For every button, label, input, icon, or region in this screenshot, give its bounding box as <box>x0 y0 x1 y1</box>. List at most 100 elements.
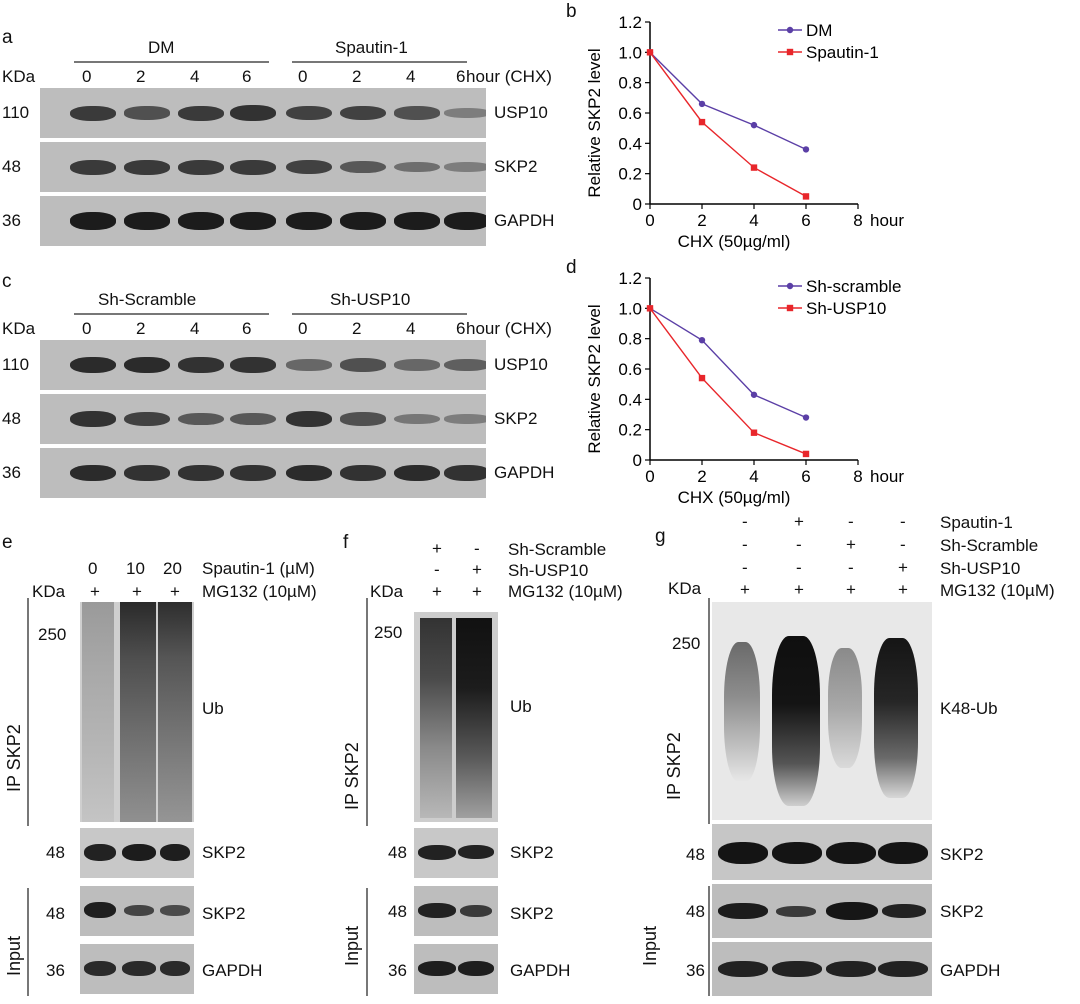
panel-letter: a <box>2 27 13 48</box>
bracket-line <box>708 886 710 996</box>
ub-blot <box>80 602 194 822</box>
sign: - <box>900 535 906 554</box>
ip-label: IP SKP2 <box>664 732 684 800</box>
mw-label: 48 <box>46 843 65 862</box>
lane-time-label: 2 <box>136 319 146 338</box>
lane-time-label: 0 <box>82 67 92 86</box>
protein-label: USP10 <box>494 103 548 122</box>
protein-label: SKP2 <box>494 157 538 176</box>
bracket-line <box>27 888 29 996</box>
bracket-line <box>27 598 29 826</box>
data-point <box>802 414 810 421</box>
data-point <box>646 49 654 56</box>
skp2-blot <box>40 142 486 192</box>
sign: - <box>742 558 748 577</box>
band <box>124 212 170 230</box>
x-tick-label: 8 <box>853 467 862 486</box>
protein-label: SKP2 <box>202 904 246 923</box>
ub-label: K48-Ub <box>940 699 998 718</box>
sign: - <box>796 558 802 577</box>
lane-time-label: 4 <box>406 319 416 338</box>
band <box>340 160 386 174</box>
y-tick-label: 1.2 <box>618 269 642 288</box>
sign: - <box>742 512 748 531</box>
mg-value: + <box>90 582 100 601</box>
protein-label: GAPDH <box>940 961 1001 980</box>
protein-label: SKP2 <box>510 843 554 862</box>
lane-time-label: 6 <box>242 319 252 338</box>
time-unit-label: hour (CHX) <box>466 319 552 338</box>
sign: - <box>796 535 802 554</box>
usp10-blot <box>40 340 486 390</box>
ip-label: IP SKP2 <box>4 724 24 792</box>
x-axis-label: CHX (50µg/ml) <box>678 232 791 251</box>
data-point <box>750 429 758 436</box>
protein-label: SKP2 <box>940 845 984 864</box>
band <box>340 105 386 121</box>
ub-blot <box>414 612 498 822</box>
band <box>230 105 276 121</box>
treat-value: 10 <box>126 559 145 578</box>
mg-value: + <box>740 580 750 599</box>
band <box>340 212 386 230</box>
mg-label: MG132 (10µM) <box>508 582 623 601</box>
mg-label: MG132 (10µM) <box>202 582 317 601</box>
sign: + <box>472 560 482 579</box>
panel-letter-b: b <box>566 1 577 22</box>
x-tick-label: 8 <box>853 211 862 230</box>
ub-label: Ub <box>202 699 224 718</box>
band <box>70 212 116 230</box>
band <box>124 465 170 481</box>
mw-label: 48 <box>2 157 21 176</box>
mw-label: 250 <box>672 634 701 653</box>
y-axis-label: Relative SKP2 level <box>585 48 604 197</box>
x-tick-label: 0 <box>645 467 654 486</box>
data-point <box>802 193 810 200</box>
ub-blot <box>712 602 932 820</box>
mw-label: 36 <box>686 961 705 980</box>
mg-value: + <box>170 582 180 601</box>
band <box>178 159 224 175</box>
kda-label: KDa <box>668 579 702 598</box>
protein-label: SKP2 <box>940 902 984 921</box>
data-point <box>646 305 654 312</box>
panel-letter: e <box>2 532 13 553</box>
protein-label: GAPDH <box>494 211 555 230</box>
panel-letter: f <box>343 532 349 553</box>
series-line <box>649 307 807 455</box>
mg-value: + <box>846 580 856 599</box>
x-tick-label: 0 <box>645 211 654 230</box>
group-label: Sh-USP10 <box>330 290 411 309</box>
mw-label: 36 <box>2 211 21 230</box>
mw-label: 110 <box>2 103 30 122</box>
band <box>340 358 386 372</box>
mg-value: + <box>794 580 804 599</box>
band <box>124 411 170 427</box>
kda-label: KDa <box>370 582 404 601</box>
legend-label: Sh-USP10 <box>806 299 886 318</box>
band <box>124 159 170 175</box>
band <box>70 411 116 427</box>
band <box>124 356 170 374</box>
band <box>230 412 276 426</box>
usp10-blot <box>40 88 486 138</box>
panel-letter: g <box>655 526 666 547</box>
skp2-ip-blot <box>414 828 498 878</box>
mw-label: 48 <box>46 904 65 923</box>
treat-label: Sh-USP10 <box>940 559 1021 578</box>
lane-time-label: 0 <box>298 319 308 338</box>
sign: - <box>474 539 480 558</box>
gapdh-blot <box>40 196 486 246</box>
ip-label: IP SKP2 <box>342 742 362 810</box>
band <box>340 412 386 426</box>
y-tick-label: 0.2 <box>618 165 642 184</box>
data-point <box>802 450 810 458</box>
group-line <box>74 61 269 63</box>
gapdh-input-blot <box>80 944 194 994</box>
input-label: Input <box>640 925 660 966</box>
sign: + <box>898 558 908 577</box>
lane-time-label: 4 <box>406 67 416 86</box>
x-tick-label: 4 <box>749 211 758 230</box>
mw-label: 110 <box>2 355 30 374</box>
band <box>230 465 276 481</box>
